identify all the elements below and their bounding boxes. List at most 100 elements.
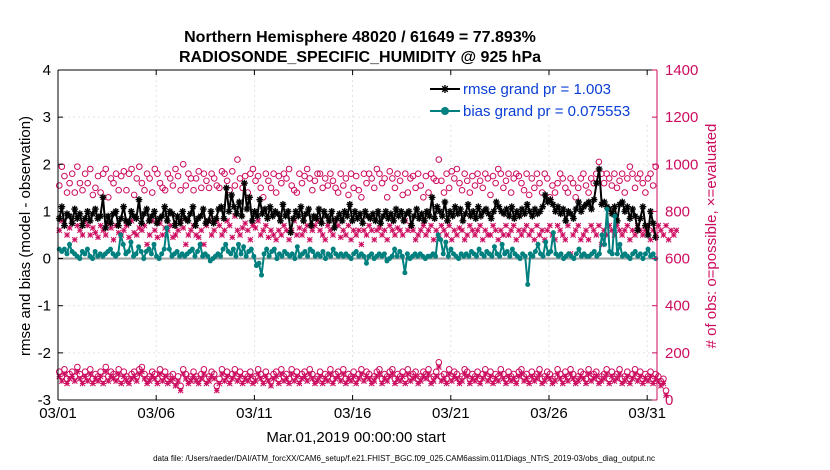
rmse-point (151, 208, 158, 215)
obs-evaluated-point (660, 232, 667, 238)
rmse-point (256, 196, 264, 204)
rmse-point (444, 217, 451, 225)
bias-point (474, 253, 480, 259)
obs-evaluated-point (487, 232, 494, 238)
footnote: data file: /Users/raeder/DAI/ATM_forcXX/… (153, 454, 655, 463)
bias-point (532, 249, 538, 254)
obs-evaluated-low-point (453, 375, 460, 382)
obs-evaluated-point (84, 222, 91, 229)
rmse-point (235, 198, 243, 206)
rmse-point (115, 222, 122, 229)
left-y-axis: -3 -2 -1 0 1 2 3 4 (38, 62, 63, 409)
obs-evaluated-point (668, 227, 675, 234)
bias-point (497, 253, 503, 259)
obs-evaluated-low-point (169, 375, 176, 382)
obs-evaluated-low-point (650, 380, 657, 387)
legend-box (422, 78, 650, 122)
obs-evaluated-low-point (105, 378, 112, 385)
obs-possible-point (456, 179, 463, 187)
obs-evaluated-low-point (528, 373, 535, 380)
obs-evaluated-low-point (172, 382, 179, 389)
obs-possible-point (399, 191, 406, 199)
obs-evaluated-point (572, 227, 579, 234)
obs-evaluated-low-point (358, 371, 365, 378)
rmse-point (145, 217, 153, 225)
rmse-point (289, 215, 297, 222)
obs-evaluated-low-point (580, 375, 587, 382)
obs-evaluated-point (562, 236, 569, 243)
obs-evaluated-point (665, 236, 672, 243)
obs-evaluated-low-point (546, 375, 553, 382)
obs-evaluated-point (492, 227, 499, 234)
obs-evaluated-low-point (526, 380, 533, 387)
obs-evaluated-low-point (497, 371, 504, 378)
rmse-point (346, 200, 354, 208)
bias-point (632, 249, 638, 254)
bias-point (476, 246, 482, 252)
obs-possible-point (639, 179, 647, 187)
obs-evaluated-point (319, 232, 326, 238)
bias-point (115, 251, 121, 257)
rmse-point (112, 208, 120, 215)
obs-evaluated-low-point (131, 373, 138, 380)
rmse-point (302, 210, 310, 218)
obs-evaluated-low-point (182, 375, 189, 382)
obs-evaluated-low-point (301, 373, 308, 380)
rmse-point (523, 200, 531, 208)
bias-point (141, 256, 147, 262)
obs-evaluated-low-point (567, 371, 574, 378)
obs-possible-point (647, 170, 654, 178)
rmse-point (626, 215, 634, 222)
obs-evaluated-low-point (71, 378, 78, 385)
obs-evaluated-point (154, 234, 161, 241)
obs-possible-point (179, 160, 187, 168)
obs-evaluated-low-point (422, 375, 429, 382)
obs-possible-point (621, 189, 629, 196)
bias-point (259, 272, 265, 278)
bias-point (558, 251, 564, 257)
bias-point (138, 249, 144, 254)
obs-possible-point (79, 186, 86, 194)
bias-point (92, 249, 98, 254)
obs-possible-point (479, 184, 487, 192)
obs-evaluated-low-point (79, 380, 86, 387)
obs-possible-point (469, 172, 476, 180)
bias-point (637, 251, 643, 257)
rmse-point (382, 208, 390, 215)
obs-evaluated-low-point (162, 373, 169, 380)
obs-evaluated-point (234, 227, 241, 234)
left-tick-label: 1 (43, 203, 51, 220)
rmse-point (618, 198, 626, 206)
rmse-point (449, 212, 457, 220)
obs-possible-point (192, 175, 200, 182)
obs-evaluated-low-point (288, 371, 295, 378)
obs-evaluated-low-point (206, 378, 212, 385)
obs-evaluated-point (218, 232, 225, 238)
obs-possible-point (412, 184, 419, 192)
rmse-point (428, 193, 436, 201)
rmse-point (217, 203, 225, 211)
obs-evaluated-low-point (87, 371, 94, 378)
obs-possible-point (523, 170, 530, 178)
rmse-point (220, 215, 228, 222)
obs-evaluated-low-point (283, 375, 290, 382)
rmse-point (169, 210, 176, 218)
obs-possible-point (358, 193, 365, 201)
rmse-point (312, 215, 320, 222)
obs-possible-point (585, 189, 592, 196)
obs-evaluated-point (358, 241, 365, 248)
obs-possible-point (376, 170, 383, 178)
obs-possible-point (241, 172, 249, 180)
obs-possible-point (112, 170, 120, 178)
obs-evaluated-point (441, 227, 447, 234)
rmse-point (323, 212, 331, 220)
obs-evaluated-point (397, 227, 404, 234)
y-axis-label-left: rmse and bias (model - observation) (17, 116, 34, 356)
bias-point (481, 253, 487, 259)
obs-evaluated-point (273, 236, 280, 243)
rmse-point (462, 210, 469, 218)
rmse-point (456, 205, 464, 213)
bias-point (251, 253, 257, 259)
obs-possible-point (327, 170, 334, 178)
obs-possible-point (138, 179, 146, 187)
